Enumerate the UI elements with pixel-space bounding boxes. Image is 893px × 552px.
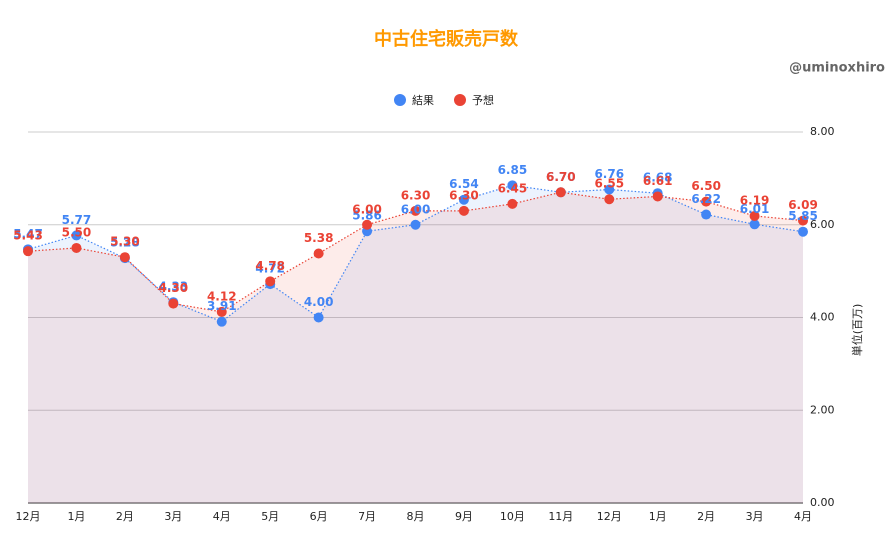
point xyxy=(652,191,663,202)
data-label: 6.30 xyxy=(449,188,479,202)
point xyxy=(265,276,276,287)
area xyxy=(28,185,803,504)
x-tick-label: 1月 xyxy=(649,510,667,523)
data-label: 4.30 xyxy=(159,281,189,295)
x-tick-label: 10月 xyxy=(500,510,525,523)
data-label: 6.19 xyxy=(740,193,770,207)
point xyxy=(458,194,469,205)
y-axis-label: 単位(百万) xyxy=(850,304,864,357)
point xyxy=(313,248,324,259)
point xyxy=(555,187,566,198)
y-tick-label: 4.00 xyxy=(810,311,835,324)
data-label: 5.47 xyxy=(13,227,43,241)
data-label: 6.61 xyxy=(643,174,673,188)
data-label: 4.12 xyxy=(207,289,237,303)
point xyxy=(798,226,808,237)
data-label: 6.70 xyxy=(546,170,576,184)
data-label: 6.70 xyxy=(546,170,576,184)
point xyxy=(313,312,324,323)
x-tick-label: 1月 xyxy=(67,510,85,523)
x-tick-label: 9月 xyxy=(455,510,473,523)
data-label: 5.38 xyxy=(304,231,334,245)
point xyxy=(604,194,615,205)
data-label: 6.45 xyxy=(498,181,528,195)
series-line xyxy=(27,184,804,323)
point xyxy=(701,196,712,207)
point xyxy=(458,205,469,216)
point xyxy=(362,219,373,230)
point xyxy=(119,252,130,263)
data-label: 5.28 xyxy=(110,236,140,250)
x-tick-label: 3月 xyxy=(746,510,764,523)
data-label: 5.77 xyxy=(62,213,92,227)
data-label: 5.43 xyxy=(13,229,43,243)
data-label: 6.76 xyxy=(594,167,624,181)
point xyxy=(410,205,421,216)
legend-marker xyxy=(454,94,466,106)
y-tick-label: 0.00 xyxy=(810,496,835,509)
point xyxy=(23,246,33,257)
point xyxy=(604,184,615,195)
legend-marker xyxy=(394,94,406,106)
point xyxy=(798,215,808,226)
y-tick-label: 6.00 xyxy=(810,218,835,231)
data-label: 4.00 xyxy=(304,295,334,309)
data-label: 6.50 xyxy=(691,179,721,193)
data-label: 6.68 xyxy=(643,171,673,185)
point xyxy=(749,210,760,221)
data-label: 6.30 xyxy=(401,188,431,202)
data-label: 5.50 xyxy=(62,225,92,239)
data-label: 6.55 xyxy=(594,177,624,191)
x-tick-label: 8月 xyxy=(407,510,425,523)
data-label: 6.00 xyxy=(401,202,431,216)
data-label: 3.91 xyxy=(207,299,237,313)
x-tick-label: 4月 xyxy=(213,510,231,523)
x-tick-label: 6月 xyxy=(310,510,328,523)
data-label: 6.09 xyxy=(788,198,818,212)
legend-label: 結果 xyxy=(412,93,434,107)
point xyxy=(216,316,227,327)
x-tick-label: 3月 xyxy=(164,510,182,523)
data-label: 5.85 xyxy=(788,209,818,223)
x-tick-label: 2月 xyxy=(116,510,134,523)
y-tick-label: 2.00 xyxy=(810,403,835,416)
point xyxy=(749,219,760,230)
data-label: 6.00 xyxy=(352,202,382,216)
y-tick-label: 8.00 xyxy=(810,125,835,138)
point xyxy=(410,219,421,230)
subtitle: @uminoxhiro xyxy=(789,61,885,76)
x-tick-label: 4月 xyxy=(794,510,812,523)
x-tick-label: 11月 xyxy=(548,510,573,523)
point xyxy=(71,230,82,241)
data-label: 4.33 xyxy=(159,280,189,294)
point xyxy=(71,242,82,253)
point xyxy=(507,198,518,209)
x-tick-label: 12月 xyxy=(16,510,41,523)
point xyxy=(168,298,179,309)
data-label: 6.01 xyxy=(740,202,770,216)
data-label: 4.78 xyxy=(255,259,285,273)
x-tick-label: 2月 xyxy=(697,510,715,523)
area xyxy=(28,192,803,503)
data-label: 5.86 xyxy=(352,209,382,223)
data-label: 5.30 xyxy=(110,235,140,249)
point xyxy=(507,180,518,191)
data-label: 4.72 xyxy=(255,262,285,276)
data-label: 6.54 xyxy=(449,177,479,191)
x-tick-label: 7月 xyxy=(358,510,376,523)
data-label: 6.85 xyxy=(498,163,528,177)
x-tick-label: 12月 xyxy=(597,510,622,523)
x-tick-label: 5月 xyxy=(261,510,279,523)
point xyxy=(216,306,227,317)
data-label: 6.22 xyxy=(691,192,721,206)
chart-title: 中古住宅販売戸数 xyxy=(374,28,519,50)
legend-label: 予想 xyxy=(472,93,494,107)
point xyxy=(701,209,712,220)
